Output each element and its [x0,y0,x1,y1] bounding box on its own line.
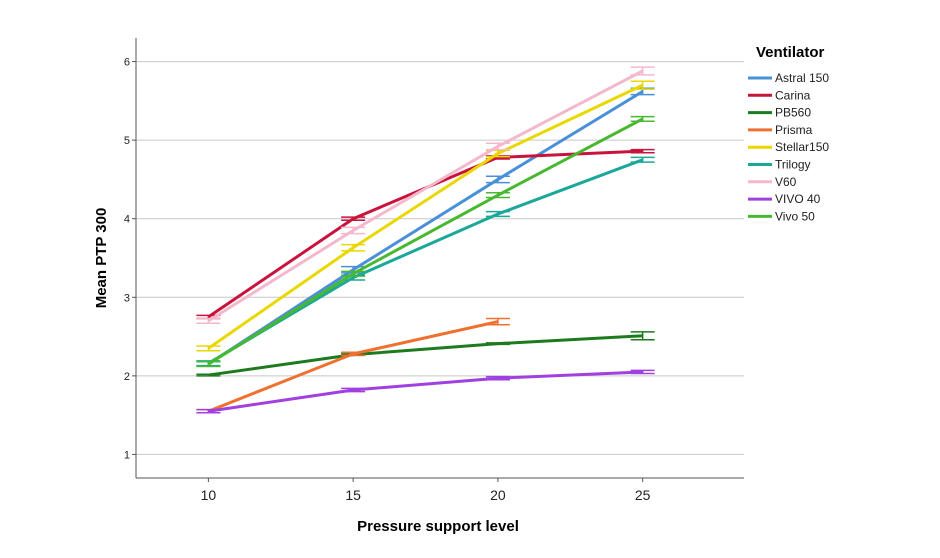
legend-label: Stellar150 [775,140,829,154]
legend-label: V60 [775,175,797,189]
series-line [207,69,644,323]
y-tick-label: 2 [124,371,130,383]
legend-title: Ventilator [756,44,825,61]
axes: 1 2 3 4 5 6 10 15 20 25 [124,38,744,503]
legend-label: Carina [775,88,811,102]
x-tick-label: 10 [201,487,217,503]
x-tick-label: 25 [635,487,651,503]
series-astral-150 [196,87,655,368]
y-tick-label: 1 [124,449,130,461]
series-line [208,370,643,413]
legend-item-pb560: PB560 [748,106,811,120]
series-vivo-40 [196,369,655,414]
legend-item-trilogy: Trilogy [748,158,811,172]
x-axis-title: Pressure support level [357,518,519,535]
series-line [207,117,644,366]
series-prisma [196,317,510,414]
legend-item-vivo-50: Vivo 50 [748,209,815,223]
legend-item-stellar150: Stellar150 [748,140,829,154]
legend-item-v60: V60 [748,175,797,189]
legend-label: Vivo 50 [775,209,815,223]
series-line [207,158,644,365]
legend-item-prisma: Prisma [748,123,813,137]
legend-label: VIVO 40 [775,192,821,206]
legend-label: Prisma [775,123,813,137]
series-v60 [196,66,655,324]
legend-item-astral-150: Astral 150 [748,71,829,85]
x-tick-label: 20 [490,487,506,503]
x-tick-label: 15 [345,487,361,503]
y-tick-label: 3 [124,292,130,304]
series-line [208,334,643,377]
gridlines [136,61,744,455]
series-stellar150 [196,80,655,352]
series-line [207,83,644,350]
series-lines [196,66,655,414]
series-vivo-50 [196,115,655,368]
legend-label: PB560 [775,106,811,120]
legend-label: Astral 150 [775,71,829,85]
y-tick-label: 6 [124,57,130,69]
legend-item-vivo-40: VIVO 40 [748,192,821,206]
series-line [207,90,644,366]
legend-item-carina: Carina [748,88,811,102]
legend: Astral 150 Carina PB560 Prisma Stellar150 Tri… [748,71,829,223]
legend-label: Trilogy [775,158,811,172]
y-axis-title: Mean PTP 300 [93,208,110,309]
y-tick-label: 5 [124,135,130,147]
y-tick-label: 4 [124,214,130,226]
